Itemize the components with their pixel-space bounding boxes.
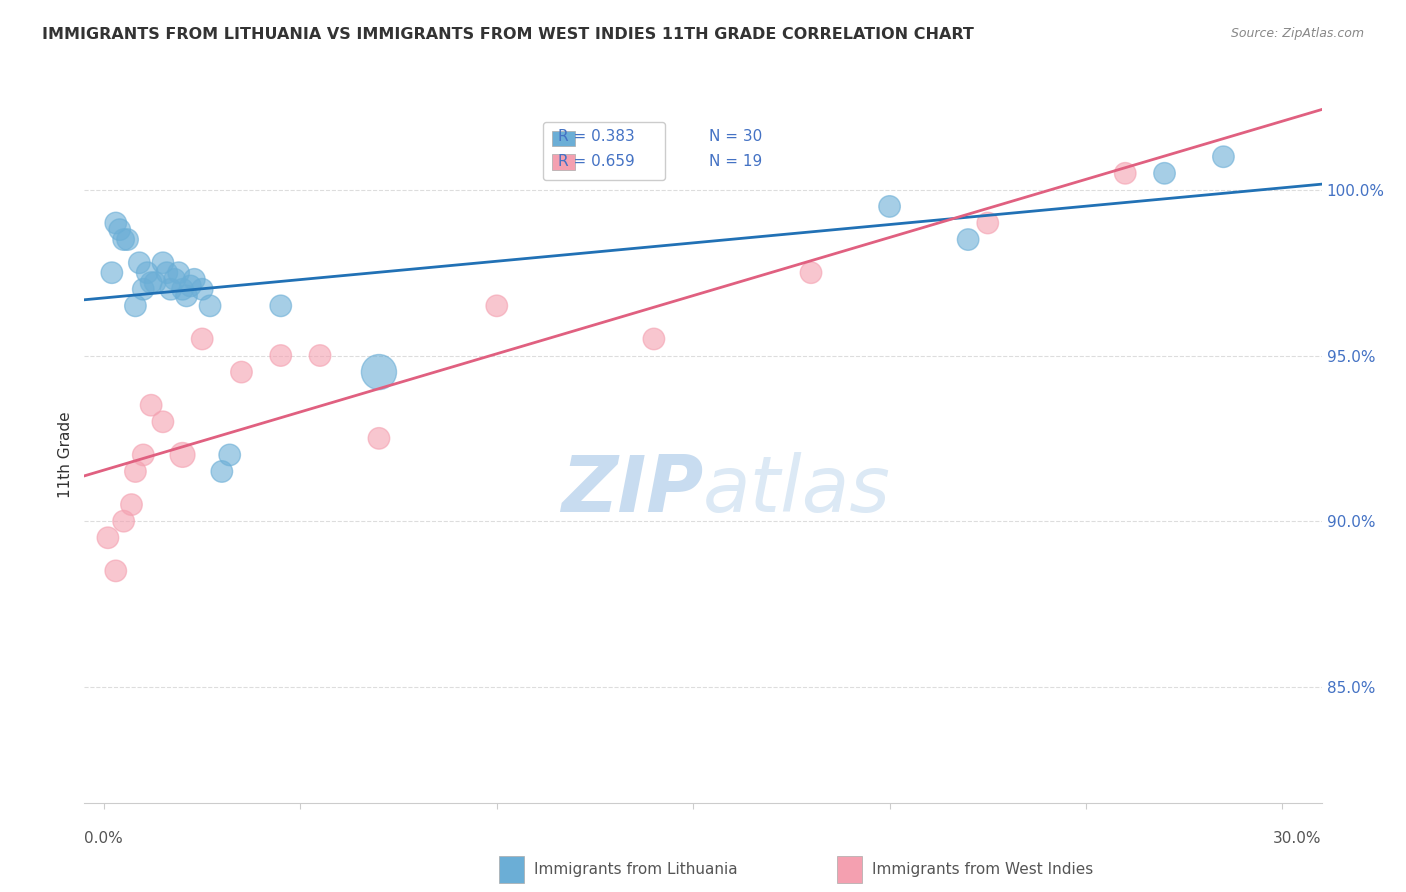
Point xyxy=(211,465,233,479)
Point xyxy=(156,266,179,280)
Point xyxy=(191,332,214,346)
Text: 0.0%: 0.0% xyxy=(84,830,124,846)
Point xyxy=(977,216,1000,230)
Point xyxy=(800,266,823,280)
Point xyxy=(218,448,240,462)
Point xyxy=(270,349,292,363)
Point xyxy=(172,448,194,462)
Legend:               ,               : , xyxy=(543,121,665,179)
Point xyxy=(183,272,205,286)
Point xyxy=(97,531,120,545)
Text: IMMIGRANTS FROM LITHUANIA VS IMMIGRANTS FROM WEST INDIES 11TH GRADE CORRELATION : IMMIGRANTS FROM LITHUANIA VS IMMIGRANTS … xyxy=(42,27,974,42)
Point xyxy=(124,299,146,313)
Point xyxy=(231,365,253,379)
Point xyxy=(152,415,174,429)
Point xyxy=(167,266,190,280)
Point xyxy=(132,282,155,296)
Point xyxy=(139,398,162,412)
Point xyxy=(191,282,214,296)
Text: atlas: atlas xyxy=(703,451,891,528)
Point xyxy=(136,266,159,280)
Point xyxy=(957,233,980,247)
Point xyxy=(368,365,391,379)
Point xyxy=(879,199,901,213)
Point xyxy=(179,279,201,293)
Text: N = 19: N = 19 xyxy=(709,153,762,169)
Text: ZIP: ZIP xyxy=(561,451,703,528)
Point xyxy=(152,256,174,270)
Text: R = 0.659: R = 0.659 xyxy=(558,153,636,169)
Point xyxy=(270,299,292,313)
Text: N = 30: N = 30 xyxy=(709,129,762,145)
Text: 30.0%: 30.0% xyxy=(1274,830,1322,846)
Point xyxy=(132,448,155,462)
Point xyxy=(176,289,198,303)
Point xyxy=(143,276,166,290)
Point xyxy=(104,216,127,230)
Point xyxy=(112,233,135,247)
Text: Source: ZipAtlas.com: Source: ZipAtlas.com xyxy=(1230,27,1364,40)
Text: Immigrants from Lithuania: Immigrants from Lithuania xyxy=(534,863,738,877)
Point xyxy=(108,222,131,236)
Point xyxy=(1153,166,1175,180)
Point xyxy=(101,266,124,280)
Point xyxy=(121,498,143,512)
Point xyxy=(112,514,135,528)
Point xyxy=(163,272,186,286)
Point xyxy=(309,349,332,363)
Point xyxy=(159,282,181,296)
Point xyxy=(172,282,194,296)
Point xyxy=(117,233,139,247)
Point xyxy=(1212,150,1234,164)
Point xyxy=(139,276,162,290)
Text: R = 0.383: R = 0.383 xyxy=(558,129,636,145)
Point xyxy=(368,431,391,445)
Point xyxy=(643,332,665,346)
Point xyxy=(198,299,221,313)
Y-axis label: 11th Grade: 11th Grade xyxy=(58,411,73,499)
Point xyxy=(128,256,150,270)
Point xyxy=(104,564,127,578)
Point xyxy=(1114,166,1136,180)
Text: Immigrants from West Indies: Immigrants from West Indies xyxy=(872,863,1092,877)
Point xyxy=(124,465,146,479)
Point xyxy=(485,299,508,313)
